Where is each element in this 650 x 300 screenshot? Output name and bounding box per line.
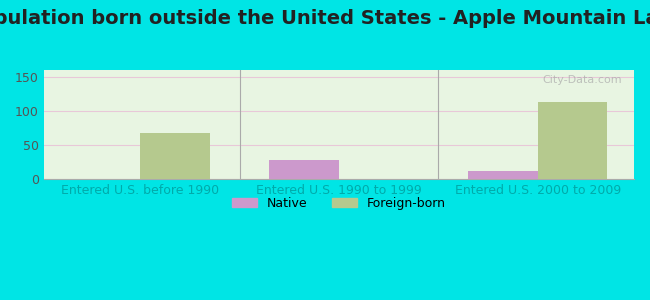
Text: Population born outside the United States - Apple Mountain Lake: Population born outside the United State… bbox=[0, 9, 650, 28]
Bar bbox=[269, 160, 339, 179]
Bar bbox=[140, 133, 210, 179]
Bar bbox=[468, 171, 538, 179]
Legend: Native, Foreign-born: Native, Foreign-born bbox=[227, 192, 451, 215]
Bar bbox=[538, 102, 607, 179]
Text: City-Data.com: City-Data.com bbox=[543, 76, 622, 85]
